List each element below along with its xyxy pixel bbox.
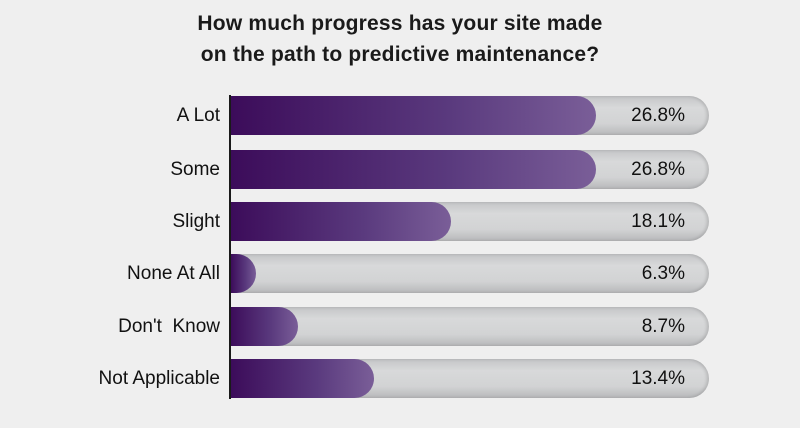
category-label: Some: [170, 159, 220, 180]
chart-title-line-1: How much progress has your site made: [197, 12, 603, 35]
category-label: Don't Know: [118, 316, 220, 337]
bar-row: None At All 6.3%: [0, 254, 800, 293]
bar-track: 18.1%: [231, 202, 709, 241]
bar-track: 13.4%: [231, 359, 709, 398]
value-label: 26.8%: [631, 105, 685, 126]
value-label: 18.1%: [631, 211, 685, 232]
bar-track: 6.3%: [231, 254, 709, 293]
category-label: Slight: [172, 211, 220, 232]
bar-fill: [231, 307, 298, 346]
chart-title: How much progress has your site made on …: [100, 8, 700, 70]
y-axis-line: [229, 95, 231, 399]
chart-title-line-2: on the path to predictive maintenance?: [200, 43, 600, 66]
bar-fill: [231, 202, 451, 241]
value-label: 13.4%: [631, 368, 685, 389]
value-label: 26.8%: [631, 159, 685, 180]
value-label: 8.7%: [641, 316, 685, 337]
bar-fill: [231, 150, 596, 189]
bar-fill: [231, 96, 596, 135]
bar-track: 8.7%: [231, 307, 709, 346]
bar-row: Not Applicable 13.4%: [0, 359, 800, 398]
bar-row: Some 26.8%: [0, 150, 800, 189]
bar-fill: [231, 254, 256, 293]
category-label: Not Applicable: [98, 368, 220, 389]
bar-track: 26.8%: [231, 96, 709, 135]
bar-row: Don't Know 8.7%: [0, 307, 800, 346]
bar-row: A Lot 26.8%: [0, 96, 800, 135]
category-label: A Lot: [176, 105, 220, 126]
bar-fill: [231, 359, 374, 398]
bar-row: Slight 18.1%: [0, 202, 800, 241]
value-label: 6.3%: [641, 263, 685, 284]
category-label: None At All: [127, 263, 220, 284]
bar-track: 26.8%: [231, 150, 709, 189]
